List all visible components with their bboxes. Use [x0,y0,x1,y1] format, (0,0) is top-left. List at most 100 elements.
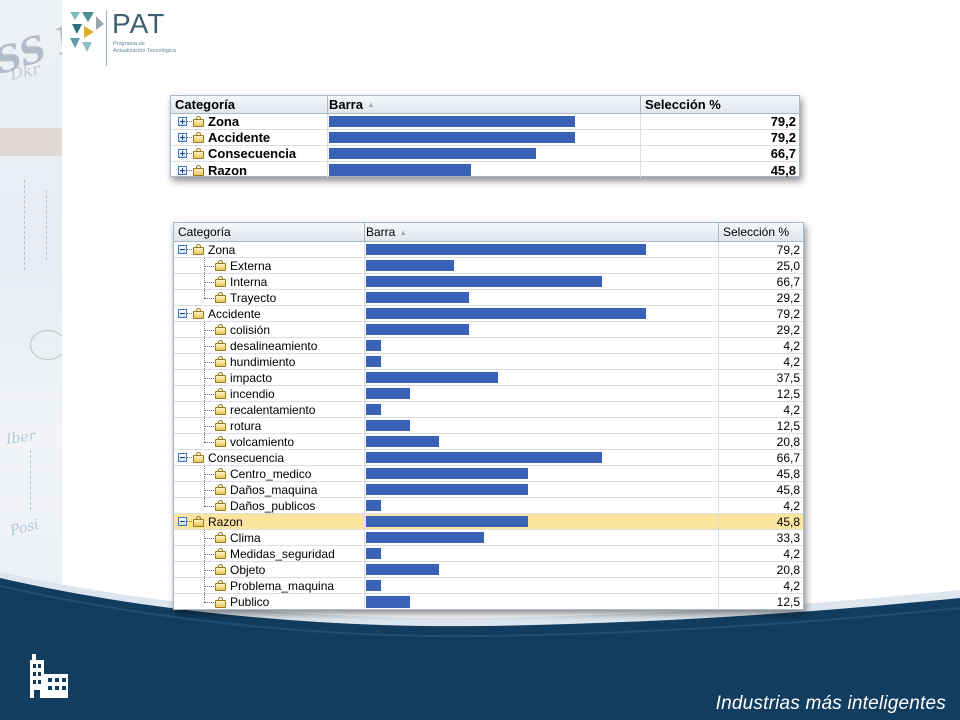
percentage-bar [366,467,528,480]
header-label: Selección % [645,97,721,112]
table-row[interactable]: Daños_maquina 45,8 [174,482,803,498]
selection-value: 79,2 [770,114,796,129]
selection-value: 4,2 [783,578,800,593]
selection-value: 66,7 [776,450,800,465]
category-cell: Trayecto [174,290,365,305]
header-label: Barra [329,97,363,112]
table-row[interactable]: Externa 25,0 [174,258,803,274]
folder-bag-icon [193,308,204,319]
table-row[interactable]: Objeto 20,8 [174,562,803,578]
table-row[interactable]: Clima 33,3 [174,530,803,546]
category-cell: desalineamiento [174,338,365,353]
bar-cell [365,498,719,513]
table-row[interactable]: Interna 66,7 [174,274,803,290]
header-selection[interactable]: Selección % [719,223,803,241]
selection-value: 4,2 [783,354,800,369]
tree-connector [187,457,192,458]
category-label: Consecuencia [208,450,285,465]
header-bar[interactable]: Barra ▲ [365,223,719,241]
percentage-bar [366,403,381,416]
category-label: Daños_maquina [230,482,318,497]
table-row[interactable]: Publico 12,5 [174,594,803,610]
table-row[interactable]: recalentamiento 4,2 [174,402,803,418]
bar-cell [328,114,641,129]
tree-connector [178,418,214,433]
bar-cell [365,322,719,337]
table-row[interactable]: rotura 12,5 [174,418,803,434]
tree-connector [187,137,192,138]
table-row[interactable]: Accidente 79,2 [174,306,803,322]
table-row[interactable]: Accidente 79,2 [171,130,799,146]
table-row[interactable]: Problema_maquina 4,2 [174,578,803,594]
table-row[interactable]: Consecuencia 66,7 [174,450,803,466]
folder-bag-icon [193,452,204,463]
expand-icon[interactable] [178,133,187,142]
decorative-scribble: Iber [5,428,37,448]
folder-bag-icon [215,580,226,591]
decorative-line [46,190,47,260]
table-row[interactable]: Zona 79,2 [171,114,799,130]
header-selection[interactable]: Selección % [641,96,799,113]
expand-icon[interactable] [178,149,187,158]
header-category[interactable]: Categoría [171,96,328,113]
table-row[interactable]: impacto 37,5 [174,370,803,386]
collapse-icon[interactable] [178,453,187,462]
folder-bag-icon [193,116,204,127]
category-label: Accidente [208,306,261,321]
bar-cell [365,466,719,481]
category-cell: Externa [174,258,365,273]
logo-divider [106,10,107,66]
category-label: desalineamiento [230,338,318,353]
percentage-bar [366,531,484,544]
category-label: Zona [208,242,236,257]
header-category[interactable]: Categoría [174,223,365,241]
slogan: Industrias más inteligentes [715,693,946,714]
folder-bag-icon [193,164,204,176]
tree-connector [178,322,214,337]
table-row[interactable]: Medidas_seguridad 4,2 [174,546,803,562]
category-label: impacto [230,370,273,385]
category-label: volcamiento [230,434,295,449]
table-row[interactable]: Razon 45,8 [171,162,799,178]
table-row[interactable]: Daños_publicos 4,2 [174,498,803,514]
summary-table: Categoría Barra ▲ Selección % Zona 79,2 Acc… [170,95,800,178]
table-row[interactable]: incendio 12,5 [174,386,803,402]
folder-bag-icon [193,148,204,159]
tree-connector [187,521,192,522]
decorative-circle [30,330,62,360]
tree-connector [178,402,214,417]
category-cell: Publico [174,594,365,610]
category-label: hundimiento [230,354,296,369]
bar-cell [365,546,719,561]
selection-value: 79,2 [776,242,800,257]
collapse-icon[interactable] [178,245,187,254]
table-row[interactable]: Zona 79,2 [174,242,803,258]
header-label: Barra [366,225,396,239]
folder-bag-icon [193,132,204,143]
folder-bag-icon [215,564,226,575]
bar-cell [365,354,719,369]
tree-connector [178,434,214,449]
selection-value: 20,8 [776,562,800,577]
percentage-bar [366,355,381,368]
expand-icon[interactable] [178,165,187,175]
tree-connector [187,153,192,154]
table-row[interactable]: desalineamiento 4,2 [174,338,803,354]
expand-icon[interactable] [178,117,187,126]
collapse-icon[interactable] [178,309,187,318]
table-row[interactable]: hundimiento 4,2 [174,354,803,370]
header-bar[interactable]: Barra ▲ [328,96,641,113]
table-row[interactable]: Razon 45,8 [174,514,803,530]
table-row[interactable]: Consecuencia 66,7 [171,146,799,162]
folder-bag-icon [215,276,226,287]
table-row[interactable]: colisión 29,2 [174,322,803,338]
table-row[interactable]: volcamiento 20,8 [174,434,803,450]
table-row[interactable]: Centro_medico 45,8 [174,466,803,482]
folder-bag-icon [215,356,226,367]
collapse-icon[interactable] [178,517,187,526]
tree-connector [178,370,214,385]
bar-cell [365,530,719,545]
table-row[interactable]: Trayecto 29,2 [174,290,803,306]
category-cell: Zona [171,114,328,129]
selection-value: 12,5 [776,386,800,401]
